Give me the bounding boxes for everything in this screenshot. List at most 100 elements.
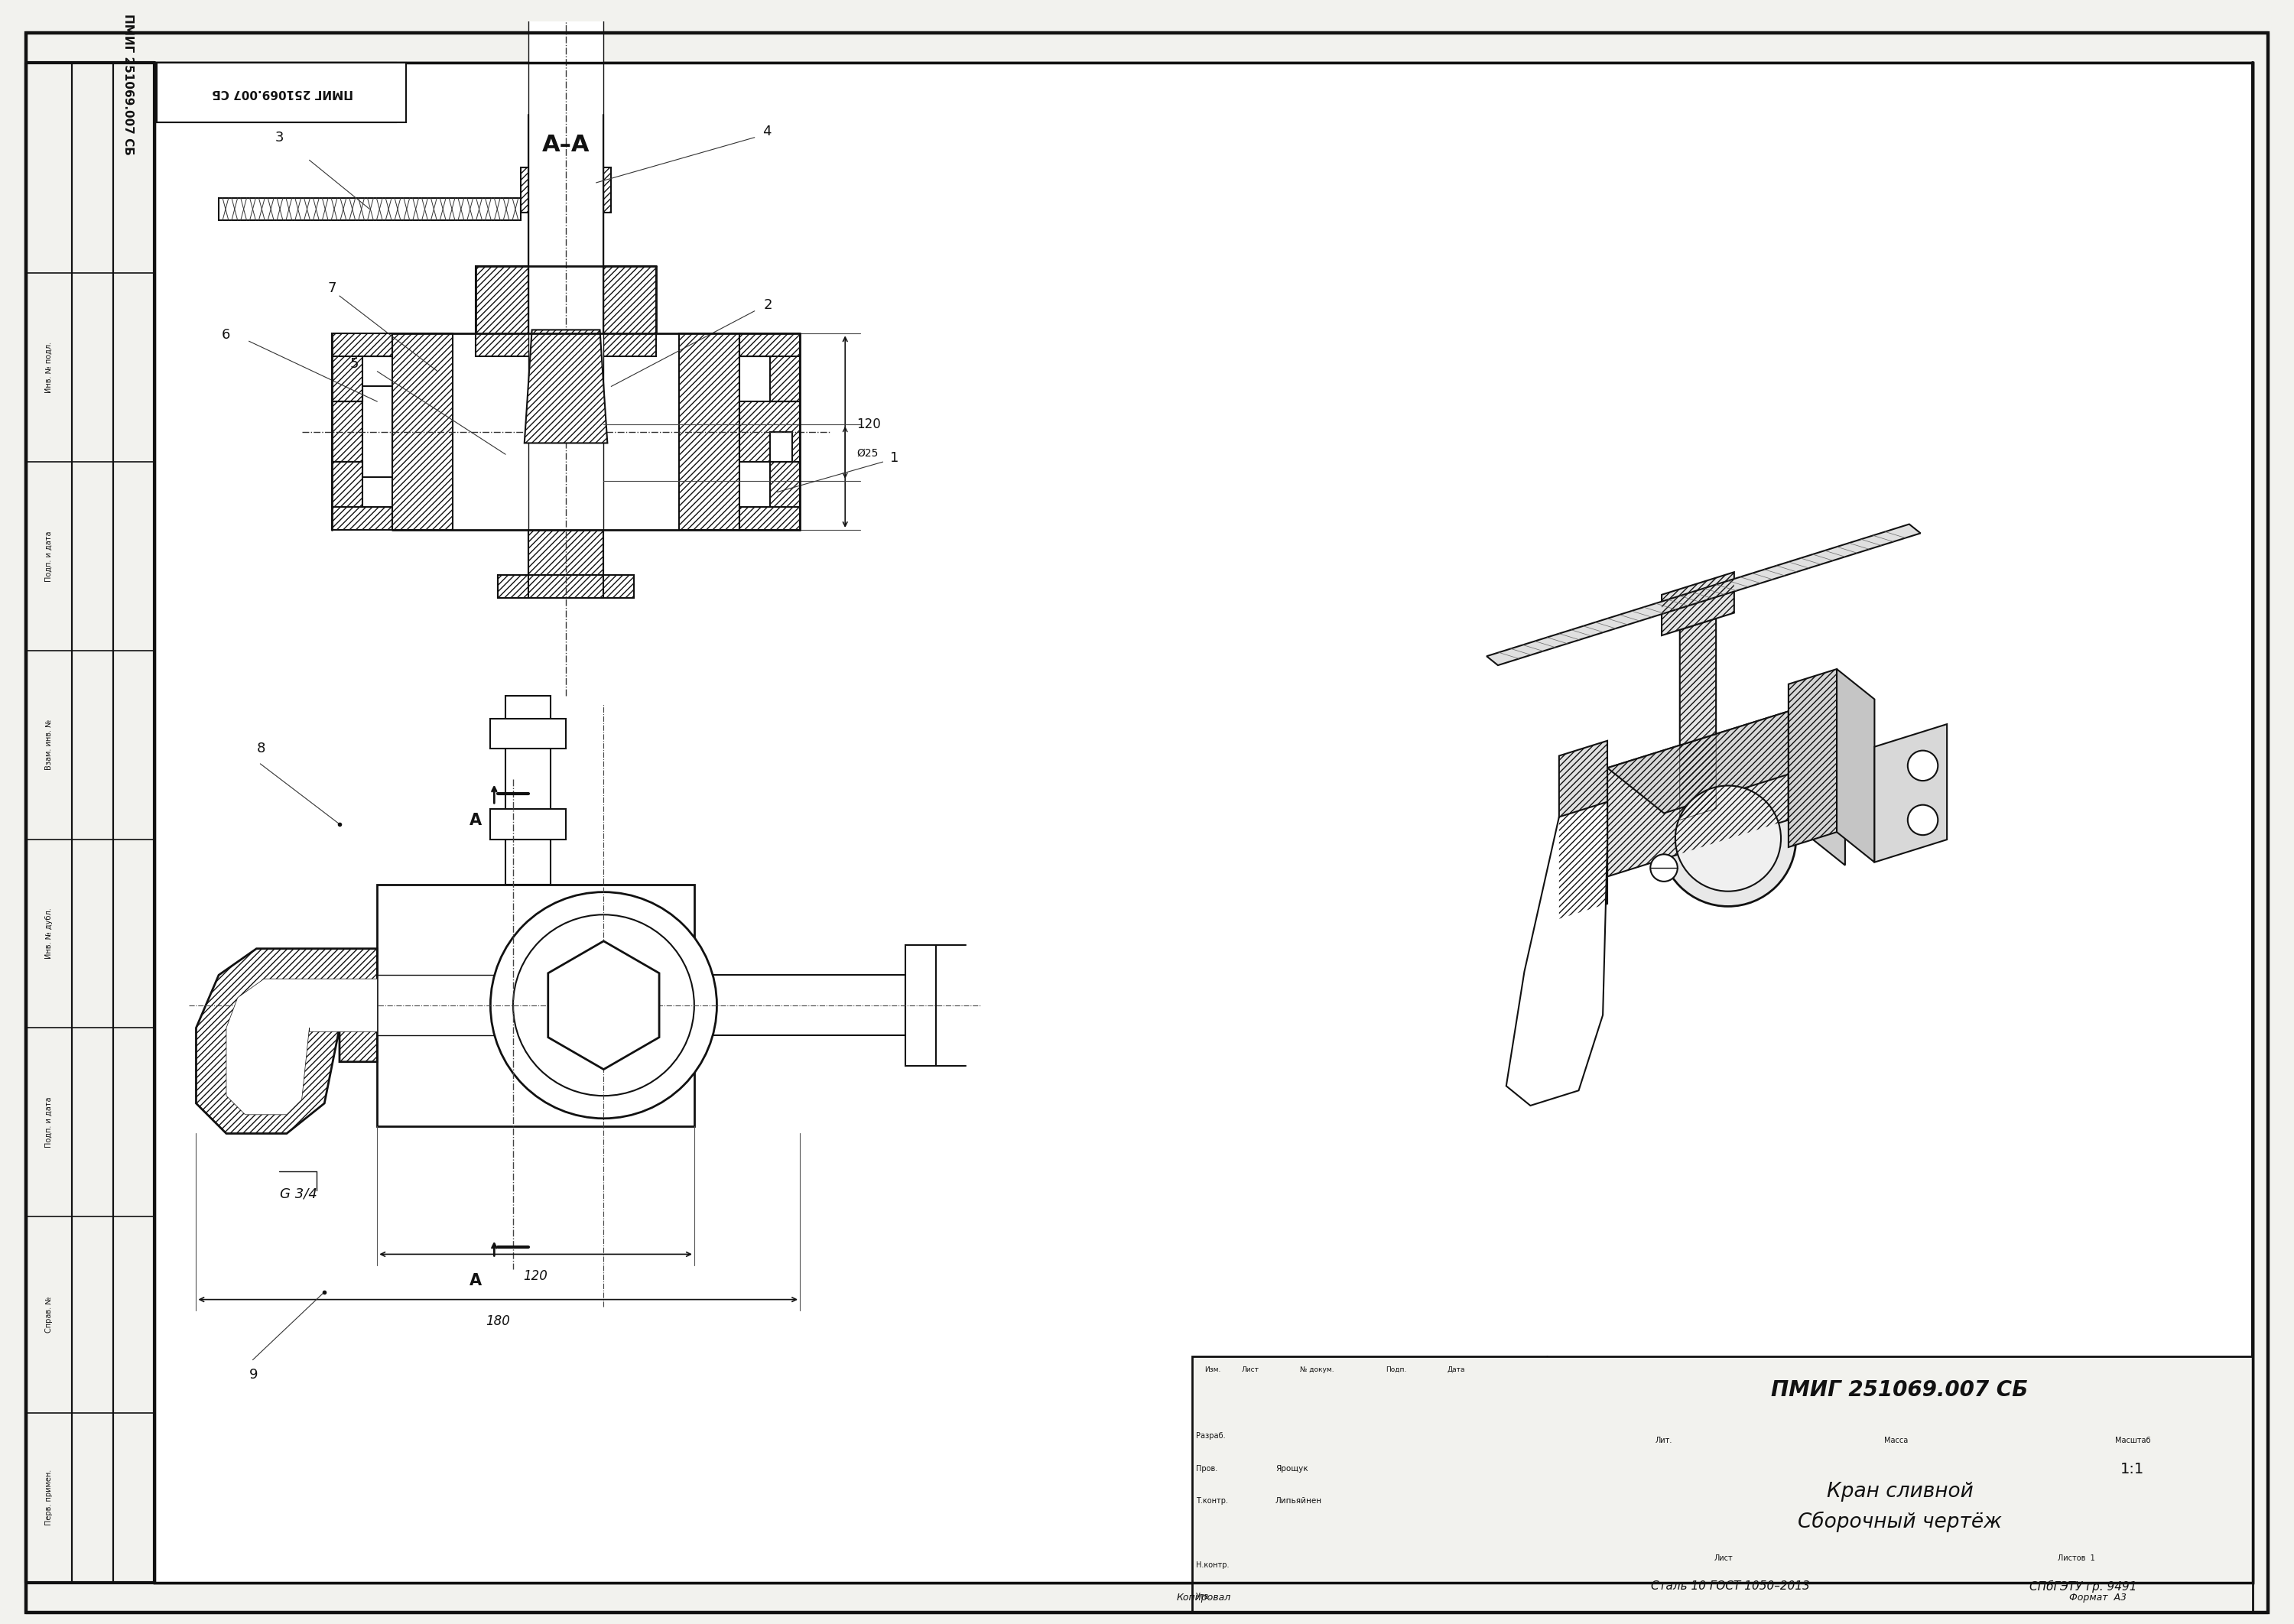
Text: Инв. № дубл.: Инв. № дубл. [46,908,53,960]
Bar [679,333,739,529]
Polygon shape [1789,669,1837,848]
Text: Лит.: Лит. [1654,1437,1672,1444]
Text: G 3/4: G 3/4 [280,1187,317,1200]
Text: 1: 1 [890,451,899,464]
Text: Сталь 10 ГОСТ 1050–2013: Сталь 10 ГОСТ 1050–2013 [1652,1580,1810,1592]
Text: ПМИГ 251069.007 СБ: ПМИГ 251069.007 СБ [122,15,133,156]
Polygon shape [525,330,608,443]
Text: 5: 5 [351,357,358,370]
Bar [218,198,521,221]
Text: Лист: Лист [1241,1366,1259,1374]
Text: 6: 6 [223,328,229,343]
Text: А–А: А–А [541,133,590,156]
Bar [532,213,599,266]
Circle shape [1909,806,1938,835]
Polygon shape [1487,525,1920,666]
Bar [475,266,656,356]
Bar [528,0,603,529]
Text: СПбГЭТУ гр. 9491: СПбГЭТУ гр. 9491 [2030,1580,2138,1593]
Bar [491,718,567,749]
Text: Дата: Дата [1448,1366,1466,1374]
Text: Подп. и дата: Подп. и дата [46,531,53,581]
Circle shape [514,914,695,1096]
Text: Подп. и дата: Подп. и дата [46,1096,53,1148]
Bar [1193,1356,2253,1613]
Bar [505,695,551,885]
Bar [333,401,392,461]
Bar [521,167,610,213]
Bar [376,885,695,1125]
Text: A: A [470,812,482,828]
Text: Ø25: Ø25 [856,448,879,458]
Circle shape [1661,770,1796,906]
Bar [695,974,906,1036]
Text: Взам. инв. №: Взам. инв. № [46,719,53,770]
Bar [521,167,610,213]
Text: Утв.: Утв. [1195,1593,1211,1601]
Text: ПМИГ 251069.007 СБ: ПМИГ 251069.007 СБ [1771,1379,2028,1402]
Text: Масштаб: Масштаб [2115,1437,2149,1444]
Circle shape [1649,854,1677,882]
Text: Кран сливной: Кран сливной [1826,1483,1973,1502]
Polygon shape [333,461,392,529]
Bar [376,974,695,1036]
Circle shape [1675,786,1780,892]
Text: Т.контр.: Т.контр. [1195,1497,1227,1505]
Text: ПМИГ 251069.007 СБ: ПМИГ 251069.007 СБ [213,88,353,99]
Text: A: A [470,1273,482,1288]
Bar [532,213,599,266]
Bar [362,387,392,477]
Text: № докум.: № докум. [1301,1366,1333,1374]
Text: 9: 9 [250,1367,257,1382]
Polygon shape [1874,724,1948,862]
Text: Липьяйнен: Липьяйнен [1275,1497,1321,1505]
Polygon shape [498,529,633,598]
Bar [739,401,801,461]
Text: Инв. № подл.: Инв. № подл. [46,343,53,393]
Text: 120: 120 [856,417,881,430]
Polygon shape [1608,711,1789,877]
Polygon shape [1837,669,1874,862]
Bar [156,63,406,122]
Polygon shape [739,461,801,529]
Text: 7: 7 [328,281,337,296]
Text: 180: 180 [486,1314,509,1328]
Bar [771,432,791,477]
Text: Масса: Масса [1883,1437,1909,1444]
Text: Листов  1: Листов 1 [2058,1554,2094,1562]
Text: 1:1: 1:1 [2120,1462,2145,1476]
Text: 3: 3 [275,130,284,145]
Text: Разраб.: Разраб. [1195,1432,1225,1440]
Circle shape [1909,750,1938,781]
Polygon shape [227,979,376,1114]
Polygon shape [739,333,801,401]
Text: Н.контр.: Н.контр. [1195,1561,1230,1569]
Text: Копировал: Копировал [1177,1593,1232,1603]
Text: Справ. №: Справ. № [46,1296,53,1333]
Text: Перв. примен.: Перв. примен. [46,1470,53,1525]
Polygon shape [1679,619,1716,745]
Text: 120: 120 [523,1270,548,1283]
Bar [491,809,567,840]
Bar [392,333,452,529]
Text: Лист: Лист [1714,1554,1732,1562]
Polygon shape [1789,711,1844,866]
Polygon shape [1507,802,1608,1106]
Text: Ярощук: Ярощук [1275,1465,1308,1473]
Bar [679,333,739,529]
Polygon shape [195,948,376,1134]
Bar [333,401,392,461]
Bar [392,333,452,529]
Text: Сборочный чертёж: Сборочный чертёж [1798,1512,2003,1533]
Bar [475,266,656,356]
Polygon shape [1661,572,1734,635]
Circle shape [491,892,716,1119]
Polygon shape [1560,741,1608,919]
Bar [906,945,936,1065]
Polygon shape [333,333,392,401]
Text: 8: 8 [257,742,266,755]
Text: 4: 4 [762,125,771,138]
Polygon shape [1608,711,1844,814]
Text: Подп.: Подп. [1386,1366,1406,1374]
Text: Изм.: Изм. [1204,1366,1220,1374]
